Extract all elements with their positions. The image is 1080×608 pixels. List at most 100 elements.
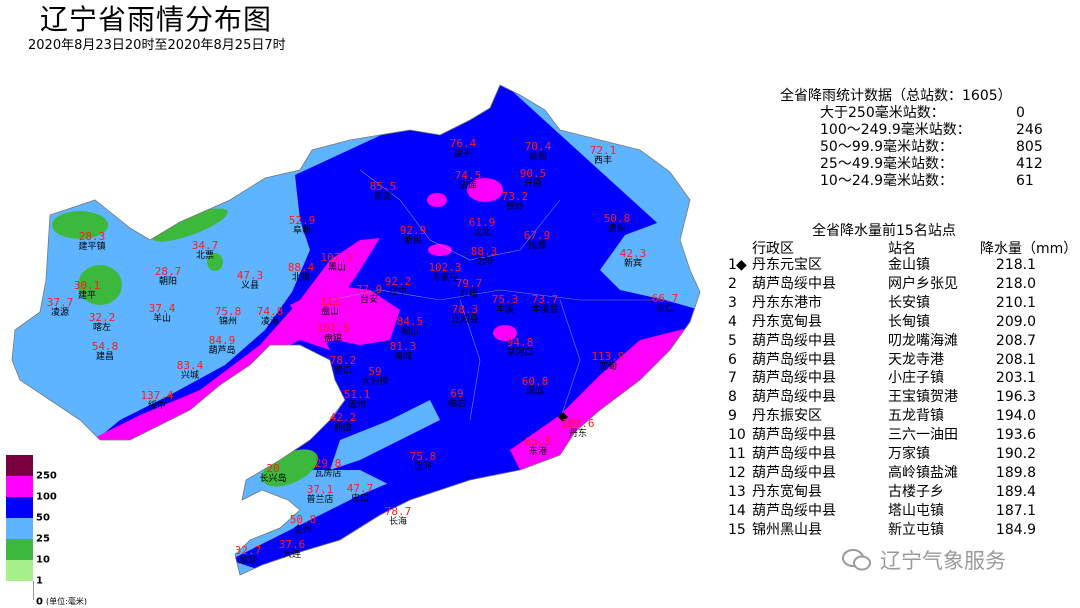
district: 葫芦岛绥中县	[752, 370, 836, 387]
wechat-icon	[842, 549, 871, 571]
stats-count: 0	[1016, 105, 1025, 121]
station: 三六一油田	[888, 427, 958, 444]
rain-patch-light	[152, 208, 228, 242]
amount: 196.3	[995, 389, 1036, 406]
rank: 8	[728, 389, 737, 406]
legend-unit: (单位:毫米)	[46, 597, 87, 606]
header-station: 站名	[888, 241, 916, 257]
rank: 14	[728, 502, 746, 519]
amount: 193.6	[995, 427, 1036, 444]
rank: 6	[728, 351, 737, 368]
amount: 189.4	[995, 483, 1036, 500]
amount: 208.1	[995, 351, 1036, 368]
rain-zone-50-100-south	[230, 440, 560, 570]
logo: 辽宁气象服务	[842, 545, 1006, 575]
station: 五龙背镇	[888, 408, 944, 425]
diamond-marker-icon: ◆	[736, 257, 747, 273]
station: 叨龙嘴海滩	[888, 332, 958, 349]
rank: 9	[728, 408, 737, 425]
station: 网户乡张见	[888, 275, 958, 292]
legend-label: 50	[36, 512, 50, 524]
rank: 2	[728, 275, 737, 292]
rank: 15	[728, 521, 746, 538]
rain-zone-25-50-east	[600, 215, 700, 310]
stats-label: 10～24.9毫米站数：	[820, 173, 953, 189]
rank: 3	[728, 294, 737, 311]
rain-stats: 全省降雨统计数据（总站数：1605） 大于250毫米站数： 0 100～249.9毫…	[780, 88, 1043, 189]
rain-zone-50-100	[90, 85, 700, 500]
rain-patch-light	[207, 253, 223, 271]
logo-text: 辽宁气象服务	[880, 549, 1006, 573]
station: 万家镇	[888, 446, 930, 462]
amount: 187.1	[995, 502, 1036, 519]
stats-label: 大于250毫米站数：	[820, 105, 945, 121]
district: 丹东振安区	[752, 408, 822, 425]
station: 新立屯镇	[888, 521, 944, 538]
stats-row: 50～99.9毫米站数： 805	[820, 139, 1043, 156]
amount: 209.0	[995, 313, 1036, 330]
legend-label: 0	[36, 596, 43, 608]
rain-patch	[493, 325, 517, 341]
legend-label: 250	[36, 470, 57, 482]
legend-swatch	[6, 455, 33, 476]
legend-swatch	[6, 539, 33, 560]
amount: 208.7	[995, 332, 1036, 349]
rain-zone-25-50-south	[330, 400, 440, 470]
amount: 210.1	[995, 294, 1036, 311]
district: 葫芦岛绥中县	[752, 389, 836, 406]
district: 葫芦岛绥中县	[752, 464, 836, 481]
district: 丹东宽甸县	[752, 483, 822, 500]
rain-patch	[427, 193, 447, 207]
stats-count: 805	[1016, 139, 1043, 155]
district-borders	[329, 169, 660, 421]
station: 长安镇	[888, 294, 930, 311]
station: 塔山屯镇	[888, 502, 944, 519]
district: 丹东元宝区	[752, 257, 822, 273]
legend-swatch	[6, 581, 34, 600]
rank: 13	[728, 483, 746, 500]
station: 小庄子镇	[888, 370, 944, 387]
rank: 10	[728, 427, 746, 444]
district: 葫芦岛绥中县	[752, 275, 836, 292]
rain-patch	[428, 244, 452, 256]
station: 高岭镇盐滩	[888, 464, 958, 481]
stats-count: 412	[1016, 156, 1043, 172]
stats-label: 50～99.9毫米站数：	[820, 139, 953, 155]
amount: 184.9	[995, 521, 1036, 538]
amount: 189.8	[995, 464, 1036, 481]
legend-label: 100	[36, 491, 57, 503]
rain-patch	[467, 178, 503, 202]
rank: 1	[728, 257, 737, 273]
district: 葫芦岛绥中县	[752, 332, 836, 349]
amount: 190.2	[995, 446, 1036, 462]
station: 王宝镇贺港	[888, 389, 958, 406]
stats-count: 246	[1016, 122, 1043, 138]
stats-label: 25～49.9毫米站数：	[820, 156, 953, 172]
amount: 194.0	[995, 408, 1036, 425]
station: 长甸镇	[888, 313, 930, 330]
rank: 12	[728, 464, 746, 481]
rank: 4	[728, 313, 737, 330]
station: 金山镇	[888, 257, 930, 273]
rank: 11	[728, 446, 746, 462]
stats-title: 全省降雨统计数据（总站数：1605）	[780, 88, 1012, 104]
map-title: 辽宁省雨情分布图	[40, 3, 273, 36]
station: 古楼子乡	[888, 483, 944, 500]
district: 丹东东港市	[752, 294, 822, 311]
legend-swatch	[6, 560, 33, 581]
header-amount: 降水量（mm）	[980, 241, 1078, 257]
district: 丹东宽甸县	[752, 313, 822, 330]
amount: 218.1	[995, 257, 1036, 273]
stats-row: 大于250毫米站数： 0	[820, 105, 1025, 122]
amount: 203.1	[995, 370, 1036, 387]
legend-label: 10	[36, 554, 50, 566]
legend-label: 25	[36, 533, 50, 545]
rank: 7	[728, 370, 737, 387]
legend-label: 1	[36, 575, 43, 587]
map-subtitle: 2020年8月23日20时至2020年8月25日7时	[28, 38, 286, 53]
station: 天龙寺港	[888, 351, 944, 368]
header-district: 行政区	[752, 241, 794, 257]
district: 葫芦岛绥中县	[752, 446, 836, 462]
top-station-marker	[558, 412, 568, 422]
